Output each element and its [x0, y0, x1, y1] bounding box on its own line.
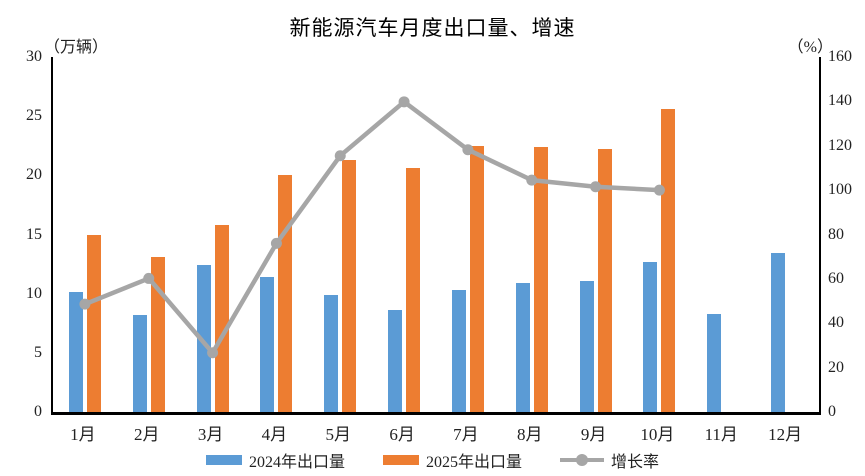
right-axis-tick-140: 140 [828, 92, 852, 110]
bar-2025年出口量-10月 [661, 109, 676, 412]
legend-label: 2024年出口量 [248, 454, 345, 471]
bar-2025年出口量-1月 [86, 234, 101, 412]
x-axis-label-1月: 1月 [70, 425, 96, 444]
growth-point-6月 [398, 96, 410, 108]
bar-2024年出口量-7月 [451, 290, 466, 412]
legend-item-2024年出口量: 2024年出口量 [205, 448, 345, 472]
bar-2024年出口量-12月 [771, 253, 786, 412]
bar-2025年出口量-8月 [533, 146, 548, 412]
left-axis-tick-10: 10 [26, 284, 42, 302]
bar-2024年出口量-4月 [260, 277, 275, 412]
bar-2025年出口量-3月 [214, 225, 229, 412]
bar-2024年出口量-10月 [643, 261, 658, 412]
growth-point-7月 [462, 144, 474, 156]
growth-point-4月 [270, 237, 282, 249]
x-axis-label-6月: 6月 [389, 425, 415, 444]
growth-point-3月 [207, 347, 219, 359]
growth-point-2月 [143, 272, 155, 284]
right-axis-tick-0: 0 [828, 403, 836, 420]
x-axis-label-3月: 3月 [197, 425, 224, 444]
left-axis-unit-label: （万辆） [44, 39, 109, 56]
right-axis-tick-100: 100 [828, 181, 852, 199]
bar-2024年出口量-3月 [196, 265, 211, 412]
growth-point-8月 [526, 174, 538, 186]
growth-point-9月 [590, 181, 602, 193]
legend-label: 增长率 [611, 454, 660, 471]
right-axis-tick-120: 120 [828, 136, 852, 154]
bar-2024年出口量-11月 [707, 313, 722, 412]
legend-item-增长率: 增长率 [560, 448, 659, 472]
left-axis-tick-15: 15 [26, 225, 42, 243]
bar-2025年出口量-9月 [597, 149, 612, 412]
left-axis-tick-5: 5 [34, 343, 42, 361]
x-axis-label-5月: 5月 [325, 425, 352, 444]
left-axis-tick-20: 20 [26, 166, 42, 184]
growth-point-10月 [653, 184, 665, 196]
x-axis-label-11月: 11月 [704, 425, 738, 444]
bar-2024年出口量-9月 [579, 280, 594, 412]
plot-area [51, 57, 821, 415]
right-axis-tick-40: 40 [828, 314, 844, 332]
bar-2025年出口量-5月 [342, 159, 357, 412]
legend-line-marker-icon [560, 454, 604, 466]
x-axis-label-7月: 7月 [453, 425, 479, 444]
growth-line [84, 99, 660, 356]
x-axis-label-10月: 10月 [640, 425, 675, 444]
x-axis-label-9月: 9月 [580, 425, 607, 444]
bar-2024年出口量-5月 [324, 294, 339, 412]
legend-item-2025年出口量: 2025年出口量 [382, 448, 522, 472]
bar-2025年出口量-6月 [406, 168, 421, 412]
legend-label: 2025年出口量 [425, 454, 522, 471]
bar-2024年出口量-8月 [515, 283, 530, 412]
legend-swatch-icon [205, 455, 242, 465]
x-axis-label-4月: 4月 [261, 425, 288, 444]
left-axis-tick-0: 0 [34, 403, 42, 420]
chart-title: 新能源汽车月度出口量、增速 [289, 16, 576, 40]
right-axis-tick-20: 20 [828, 358, 844, 376]
right-axis-unit-label: （%） [787, 39, 833, 56]
growth-point-5月 [334, 150, 346, 162]
bar-2025年出口量-7月 [469, 145, 484, 412]
x-axis-label-2月: 2月 [134, 425, 160, 444]
right-axis-tick-80: 80 [828, 225, 844, 243]
legend-swatch-icon [382, 455, 419, 465]
growth-point-1月 [79, 298, 91, 310]
right-axis-tick-160: 160 [828, 48, 852, 65]
bar-2024年出口量-2月 [132, 314, 147, 412]
growth-line-series [79, 96, 665, 359]
bar-2024年出口量-6月 [388, 310, 403, 412]
left-axis-tick-30: 30 [26, 48, 42, 65]
x-axis-label-12月: 12月 [768, 425, 803, 444]
x-axis-label-8月: 8月 [517, 425, 543, 444]
left-axis-tick-25: 25 [26, 107, 42, 125]
legend: 2024年出口量 2025年出口量 增长率 [0, 448, 865, 472]
bar-2024年出口量-1月 [68, 292, 83, 412]
right-axis-tick-60: 60 [828, 269, 844, 287]
